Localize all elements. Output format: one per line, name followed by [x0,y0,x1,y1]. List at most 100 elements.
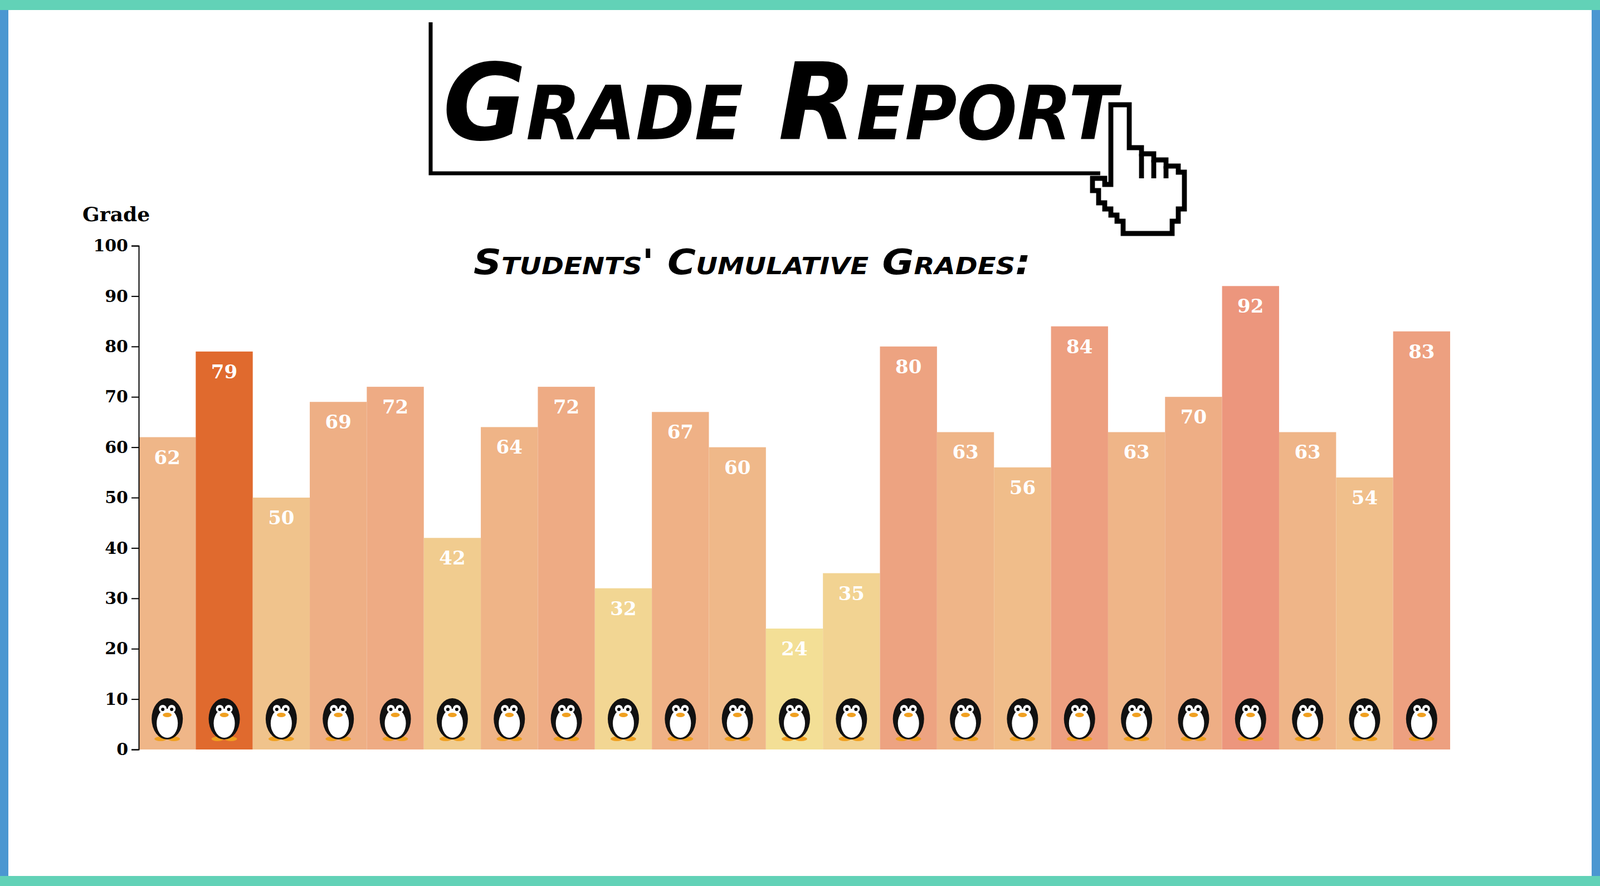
bar [195,351,253,750]
penguin-pupil [1415,707,1419,711]
penguin-pupil [1196,707,1200,711]
penguin-beak [961,712,970,717]
penguin-pupil [1244,707,1248,711]
penguin-beak [904,712,914,717]
pointer-icon [1092,104,1185,234]
penguin-eye [1184,704,1193,713]
penguin-body [949,698,982,740]
penguin-eye [272,704,281,713]
data-label: 63 [952,440,979,463]
y-tick-mark [131,446,139,448]
penguin-belly [1011,708,1033,738]
penguin-eye [216,704,224,713]
penguin-eye [338,704,347,713]
y-tick: 40 [104,538,139,558]
penguin-eye [452,704,461,713]
penguin-pupil [1358,707,1362,711]
penguin-icon [949,698,982,741]
penguin-body [664,698,696,740]
penguin-beak [1017,712,1027,717]
penguin-belly [783,708,806,738]
y-tick-mark [131,547,139,549]
penguin-eye [1137,704,1145,713]
penguin-beak [1359,712,1369,717]
penguin-eye [1413,704,1422,713]
penguin-belly [441,708,463,738]
data-label: 56 [1009,476,1036,499]
penguin-icon [1291,698,1324,741]
penguin-eye [900,704,909,713]
penguin-belly [898,708,920,738]
penguin-eye [1071,704,1080,713]
y-tick-mark [131,345,139,348]
penguin-eye [1080,704,1089,713]
bar [1279,431,1336,750]
penguin-eye [1022,704,1031,713]
data-label: 80 [895,355,922,378]
penguin-eye [158,704,167,713]
penguin-body [607,698,639,740]
penguin-eye [1242,704,1251,713]
penguin-body [893,698,925,740]
penguin-pupil [560,707,564,711]
penguin-pupil [1424,707,1428,711]
penguin-eye [396,704,404,713]
penguin-body [722,698,754,740]
data-label: 79 [211,360,238,383]
data-label: 64 [496,435,523,458]
penguin-belly [954,708,977,738]
y-tick: 90 [104,286,139,306]
penguin-body [1235,698,1267,740]
penguin-pupil [1367,707,1371,711]
bar [937,431,994,750]
penguin-pupil [959,707,963,711]
bar [423,537,481,750]
penguin-icon [493,698,525,741]
penguin-beak [733,712,743,717]
penguin-belly [1353,708,1375,738]
penguin-pupil [503,707,507,711]
penguin-eye [167,704,176,713]
penguin-body [1406,698,1438,740]
y-tick-label: 0 [116,739,129,759]
data-label: 84 [1066,335,1093,358]
penguin-eye [387,704,395,713]
y-tick: 10 [104,689,139,709]
penguin-body [778,698,811,740]
penguin-belly [727,708,749,738]
penguin-pupil [1016,707,1020,711]
penguin-eye [786,704,794,713]
penguin-eye [509,704,518,713]
penguin-body [550,698,583,740]
data-label: 24 [781,637,808,660]
penguin-pupil [511,707,516,711]
penguin-beak [675,712,685,717]
penguin-icons [151,698,1438,741]
y-axis-line [131,246,140,750]
y-tick-label: 60 [104,437,129,457]
penguin-pupil [854,707,858,711]
penguin-eye [671,704,680,713]
penguin-pupil [398,707,402,711]
data-label: 92 [1237,294,1264,317]
data-label: 70 [1180,405,1207,428]
data-label: 72 [382,395,409,418]
penguin-icon [1006,698,1038,741]
penguin-eye [615,704,623,713]
penguin-icon [322,698,354,741]
y-tick: 70 [104,386,139,407]
y-tick-mark [131,245,139,247]
penguin-eye [1299,704,1307,713]
penguin-pupil [161,707,165,711]
y-axis: 0102030405060708090100 [93,235,139,759]
penguin-belly [1240,708,1262,738]
penguin-pupil [332,707,336,711]
penguin-pupil [911,707,915,711]
penguin-icon [265,698,297,741]
penguin-eye [729,704,738,713]
penguin-eye [1422,704,1431,713]
penguin-pupil [455,707,459,711]
chart: Grade ReportStudents' Cumulative Grades:… [0,0,1600,886]
penguin-eye [909,704,917,713]
data-label: 35 [838,582,865,605]
